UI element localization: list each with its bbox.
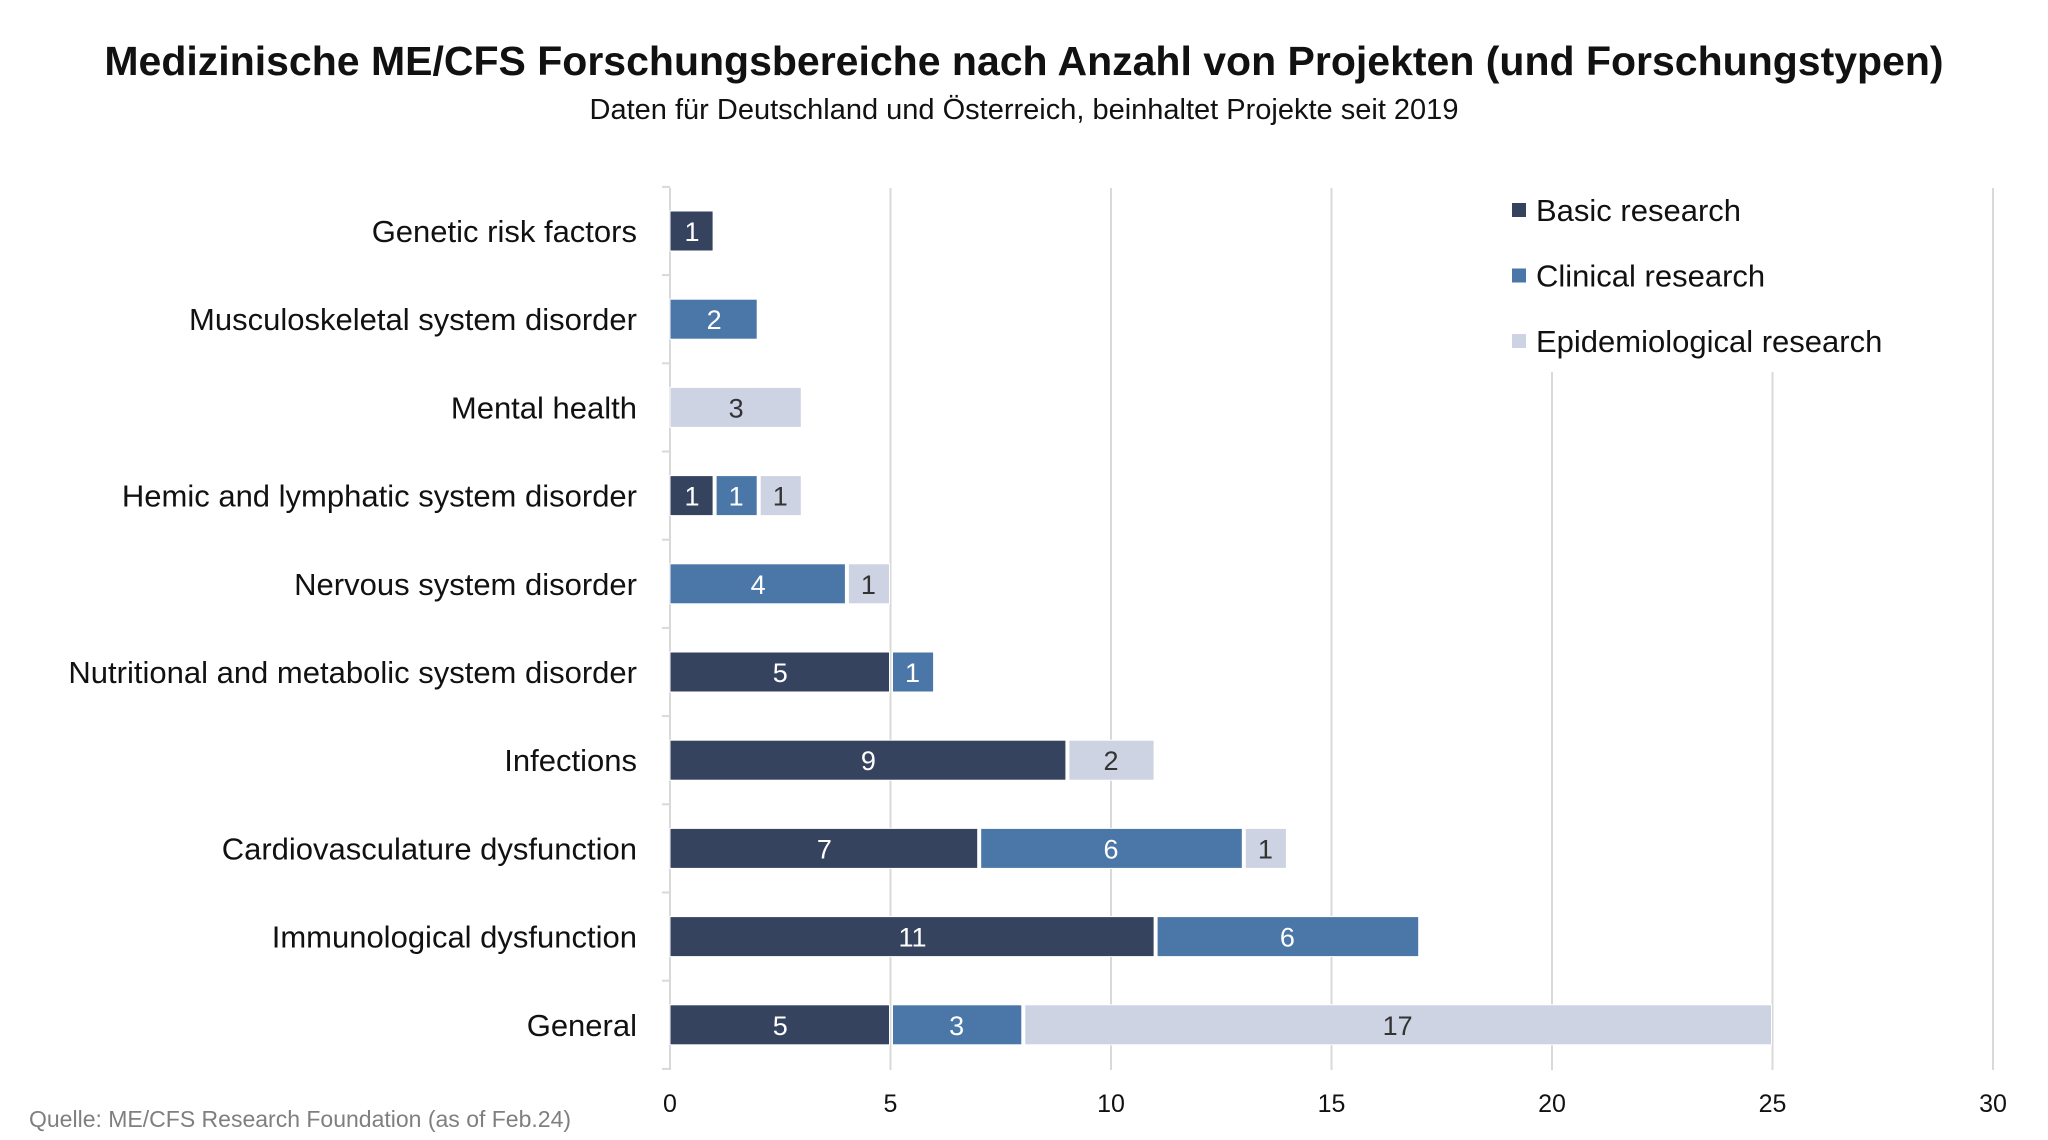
category-label: Cardiovasculature dysfunction [222,831,637,866]
x-tick-label: 0 [663,1090,677,1118]
category-label: Hemic and lymphatic system disorder [122,479,637,514]
bar-segment [669,298,758,340]
x-tick-label: 20 [1538,1090,1566,1118]
legend-label: Epidemiological research [1536,324,1882,359]
legend-swatch [1512,334,1526,348]
data-label: 6 [1280,923,1295,953]
category-label: Genetic risk factors [372,214,637,249]
data-label: 1 [1258,834,1273,864]
category-label: Mental health [451,390,637,425]
bar-segment [892,1004,1023,1046]
bar-segment [669,386,802,428]
bar-segment [759,475,802,517]
data-label: 3 [729,393,744,423]
data-label: 1 [861,570,876,600]
data-label: 2 [1103,746,1118,776]
bar-segment [980,827,1243,869]
legend-label: Clinical research [1536,259,1765,294]
bar-segment [847,563,891,605]
data-label: 1 [685,482,700,512]
category-label: Immunological dysfunction [272,920,637,955]
bar-segment [1068,739,1155,781]
legend-swatch [1512,203,1526,217]
data-label: 1 [905,658,920,688]
data-label: 1 [729,482,744,512]
data-label: 2 [707,305,722,335]
bar-segment [669,475,714,517]
data-label: 11 [899,923,927,953]
x-tick-label: 15 [1318,1090,1346,1118]
bar-segment [892,651,935,693]
bar-segment [1244,827,1287,869]
legend-swatch [1512,268,1526,283]
bar-segment [669,827,979,869]
category-label: Musculoskeletal system disorder [189,302,637,337]
data-label: 1 [773,482,788,512]
data-label: 5 [773,1011,788,1041]
source-note: Quelle: ME/CFS Research Foundation (as o… [29,1106,572,1132]
category-label: Nervous system disorder [294,567,637,602]
bar-segment [669,563,846,605]
data-label: 17 [1383,1011,1413,1041]
data-label: 6 [1103,834,1118,864]
category-label: Infections [504,743,637,778]
bar-segment [669,916,1155,958]
x-tick-label: 25 [1759,1090,1787,1118]
legend-label: Basic research [1536,193,1741,228]
x-tick-label: 30 [1979,1090,2007,1118]
bar-segment [669,739,1067,781]
category-label: General [527,1008,637,1043]
data-label: 3 [949,1011,964,1041]
bar-segment [715,475,758,517]
data-label: 4 [751,570,766,600]
bar-segment [669,651,890,693]
category-label: Nutritional and metabolic system disorde… [68,655,637,690]
data-label: 5 [773,658,788,688]
bar-segment [669,210,714,252]
bar-segment [1024,1004,1773,1046]
bar-segment [669,1004,890,1046]
x-tick-label: 10 [1097,1090,1125,1118]
bar-segment [1156,916,1420,958]
data-label: 7 [817,834,832,864]
legend-background [1500,182,1940,372]
data-label: 9 [861,746,876,776]
chart-title: Medizinische ME/CFS Forschungsbereiche n… [104,38,1944,84]
x-tick-label: 5 [884,1090,898,1118]
chart-subtitle: Daten für Deutschland und Österreich, be… [589,94,1459,126]
data-label: 1 [685,217,700,247]
